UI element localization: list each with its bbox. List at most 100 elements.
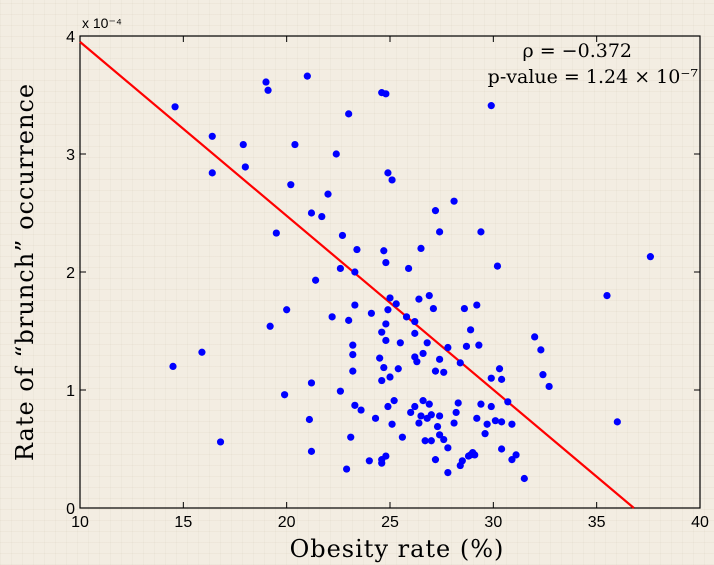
data-point — [349, 351, 357, 359]
x-tick-label: 25 — [381, 514, 399, 531]
data-point — [266, 322, 274, 330]
x-tick-label: 10 — [71, 514, 89, 531]
data-point — [436, 431, 444, 439]
data-point — [613, 418, 621, 426]
x-tick-label: 20 — [278, 514, 296, 531]
x-tick-label: 40 — [691, 514, 709, 531]
data-point — [413, 358, 421, 366]
data-point — [307, 379, 316, 387]
data-point — [357, 406, 365, 414]
y-tick-label: 1 — [66, 383, 75, 400]
data-point — [452, 408, 460, 417]
data-point — [450, 197, 458, 205]
regression-line — [79, 41, 635, 509]
data-point — [444, 469, 452, 477]
data-point — [376, 354, 384, 362]
data-point — [539, 371, 547, 379]
data-point — [456, 461, 464, 470]
data-point — [378, 376, 386, 385]
p-value-annotation: p-value = 1.24 × 10⁻⁷ — [488, 66, 699, 88]
data-point — [415, 419, 423, 427]
data-point — [396, 339, 404, 347]
data-point — [603, 292, 611, 300]
data-point — [450, 419, 458, 427]
data-point — [386, 373, 394, 381]
data-point — [328, 313, 336, 321]
data-point — [272, 229, 280, 237]
data-point — [382, 452, 390, 460]
data-point — [440, 435, 448, 444]
data-point — [239, 140, 247, 149]
data-point — [318, 212, 326, 221]
data-point — [419, 397, 427, 405]
data-point — [487, 374, 495, 382]
data-point — [336, 264, 344, 273]
data-point — [312, 276, 320, 284]
data-point — [324, 190, 332, 198]
data-point — [382, 90, 390, 98]
data-point — [431, 456, 440, 464]
data-point — [411, 402, 419, 411]
data-point — [417, 412, 425, 420]
data-point — [498, 418, 506, 426]
data-point — [303, 72, 311, 80]
data-point — [473, 414, 481, 422]
data-point — [508, 456, 516, 464]
data-point — [386, 294, 394, 302]
data-point — [216, 438, 225, 446]
data-point — [431, 367, 440, 375]
data-point — [411, 329, 419, 337]
data-point — [460, 304, 468, 313]
data-point — [512, 451, 520, 459]
data-point — [444, 343, 452, 352]
data-point — [384, 402, 392, 411]
data-point — [305, 415, 313, 424]
data-point — [423, 414, 431, 422]
data-point — [483, 420, 491, 428]
data-point — [425, 292, 433, 300]
x-axis-label: Obesity rate (%) — [290, 535, 505, 563]
data-point — [427, 437, 435, 445]
data-point — [349, 367, 357, 375]
data-point — [287, 181, 295, 189]
data-point — [380, 247, 388, 255]
data-point — [456, 359, 464, 367]
data-point — [498, 375, 506, 383]
data-point — [436, 228, 444, 236]
data-point — [291, 140, 299, 149]
data-point — [531, 333, 539, 341]
data-point — [169, 362, 177, 370]
data-point — [353, 245, 361, 254]
data-point — [349, 341, 357, 349]
data-point — [433, 422, 442, 431]
data-point — [419, 349, 427, 358]
data-point — [351, 301, 359, 309]
data-point — [208, 132, 216, 140]
data-point — [378, 328, 386, 336]
data-point — [336, 387, 344, 395]
data-point — [347, 433, 355, 441]
data-point — [332, 150, 340, 158]
data-point — [405, 264, 413, 273]
data-point — [392, 300, 400, 308]
data-point — [477, 400, 485, 408]
correlation-annotation: ρ = −0.372 — [523, 40, 632, 62]
data-point — [384, 169, 392, 177]
data-point — [378, 459, 386, 467]
data-point — [281, 391, 289, 399]
data-point — [407, 408, 415, 417]
data-point — [508, 420, 516, 428]
data-point — [351, 401, 359, 409]
data-point — [520, 474, 528, 483]
data-point — [471, 451, 479, 459]
data-point — [345, 110, 353, 118]
data-point — [537, 346, 545, 354]
data-point — [241, 163, 249, 171]
data-point — [388, 176, 396, 184]
y-tick-label: 3 — [66, 147, 75, 164]
data-point — [415, 295, 423, 303]
data-point — [491, 417, 499, 425]
data-point — [384, 306, 392, 314]
data-point — [429, 304, 437, 313]
